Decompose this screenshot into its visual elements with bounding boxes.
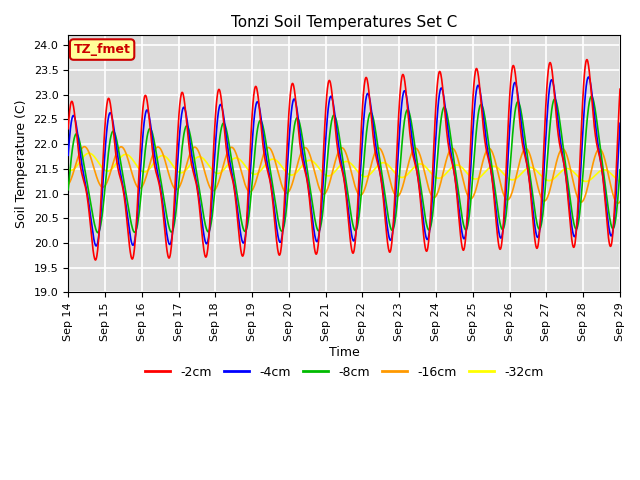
- Text: TZ_fmet: TZ_fmet: [74, 43, 131, 56]
- Title: Tonzi Soil Temperatures Set C: Tonzi Soil Temperatures Set C: [231, 15, 457, 30]
- Legend: -2cm, -4cm, -8cm, -16cm, -32cm: -2cm, -4cm, -8cm, -16cm, -32cm: [140, 361, 548, 384]
- X-axis label: Time: Time: [329, 347, 360, 360]
- Y-axis label: Soil Temperature (C): Soil Temperature (C): [15, 100, 28, 228]
